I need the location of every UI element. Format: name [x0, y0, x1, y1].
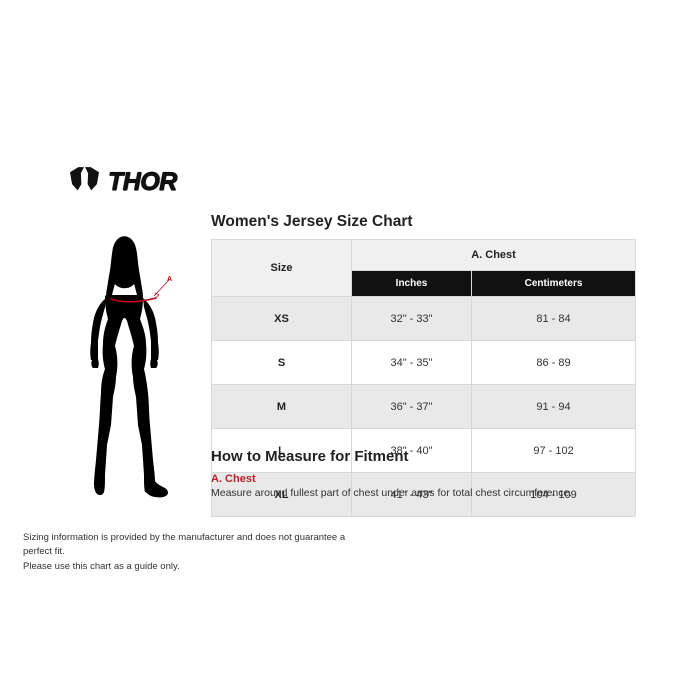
- svg-text:A: A: [167, 276, 172, 283]
